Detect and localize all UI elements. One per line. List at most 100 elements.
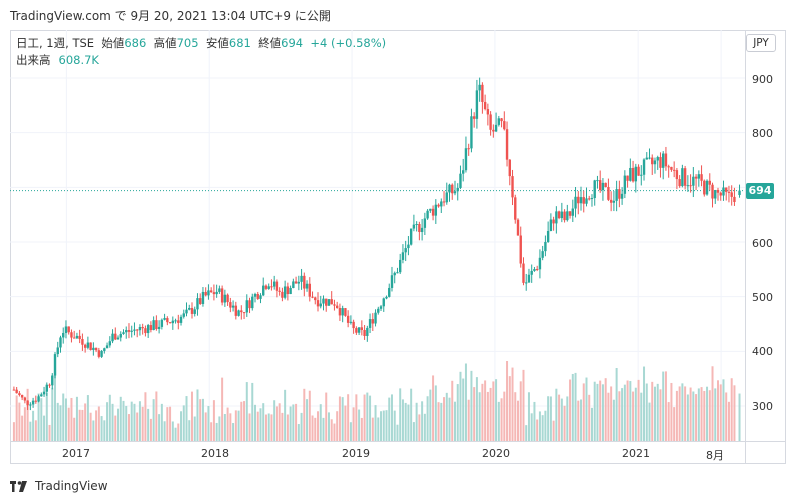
volume-bar	[18, 402, 21, 441]
candle-body	[379, 306, 383, 309]
candle-body	[662, 153, 665, 168]
open-value: 686	[124, 36, 147, 50]
volume-bar	[64, 398, 67, 441]
volume-bar	[377, 417, 380, 441]
candle-body	[552, 219, 555, 224]
volume-bar	[645, 383, 648, 441]
volume-bar	[234, 410, 237, 441]
volume-bar	[484, 380, 487, 441]
volume-bar	[664, 371, 667, 441]
volume-bar	[695, 394, 698, 441]
candle-body	[144, 328, 147, 334]
volume-bar	[122, 400, 125, 441]
candle-body	[23, 397, 27, 401]
candle-body	[738, 190, 741, 195]
candle-body	[303, 275, 306, 289]
volume-bar	[673, 407, 676, 441]
change-value: +4 (+0.58%)	[310, 36, 387, 50]
candle-body	[138, 327, 142, 331]
chart-plot-area[interactable]	[10, 30, 745, 441]
volume-bar	[295, 403, 298, 441]
candle-body	[694, 176, 698, 179]
candle-body	[508, 159, 511, 177]
volume-bar	[495, 379, 498, 441]
last-price-tag: 694	[746, 183, 774, 199]
tradingview-brand[interactable]: TradingView	[10, 479, 108, 493]
volume-bar	[188, 420, 191, 441]
volume-bar	[558, 394, 561, 441]
candle-body	[92, 347, 95, 350]
volume-bar	[147, 408, 150, 441]
volume-bar	[262, 403, 265, 441]
candle-body	[478, 84, 481, 91]
volume-bar	[349, 422, 352, 441]
symbol-legend: 日工, 1週, TSE 始値686 高値705 安値681 終値694 +4 (…	[16, 35, 386, 51]
candle-body	[289, 288, 292, 295]
volume-bar	[62, 393, 65, 441]
volume-bar	[180, 411, 183, 441]
candle-body	[560, 211, 564, 219]
candle-body	[229, 302, 232, 308]
time-tick: 2018	[201, 447, 229, 460]
volume-bar	[240, 401, 243, 441]
candle-body	[330, 299, 333, 305]
volume-bar	[185, 396, 188, 441]
candle-body	[393, 272, 396, 276]
volume-bar	[317, 411, 320, 441]
candle-body	[56, 347, 59, 355]
candle-body	[168, 322, 172, 324]
candle-body	[135, 329, 139, 331]
volume-bar	[503, 391, 506, 441]
candle-body	[294, 281, 298, 284]
candle-body	[648, 157, 651, 159]
candle-body	[566, 211, 569, 221]
volume-bar	[210, 422, 213, 441]
volume-bar	[517, 400, 520, 441]
volume-bar	[588, 394, 591, 441]
price-tick: 900	[752, 73, 773, 86]
currency-button[interactable]: JPY	[746, 34, 776, 52]
candle-body	[585, 198, 588, 204]
close-value: 694	[281, 36, 304, 50]
volume-bar	[538, 411, 541, 441]
candle-body	[119, 333, 122, 338]
volume-bar	[486, 391, 489, 441]
candle-body	[322, 298, 325, 304]
volume-bar	[374, 405, 377, 441]
candle-body	[245, 300, 248, 313]
candle-body	[157, 326, 161, 330]
candle-body	[193, 309, 196, 314]
candle-body	[83, 344, 87, 348]
candle-body	[533, 269, 536, 271]
candle-body	[681, 168, 684, 187]
volume-bar	[89, 412, 92, 441]
candle-body	[105, 345, 109, 349]
candle-body	[366, 327, 369, 336]
volume-bar	[232, 423, 235, 441]
candle-body	[37, 396, 40, 402]
candle-body	[125, 330, 128, 333]
volume-bar	[43, 415, 46, 441]
volume-bar	[585, 377, 588, 441]
candle-body	[541, 251, 544, 258]
candle-body	[308, 283, 311, 297]
volume-bar	[590, 407, 593, 441]
candle-body	[179, 316, 183, 323]
volume-bar	[54, 367, 57, 441]
volume-bar	[363, 394, 366, 441]
price-chart[interactable]	[10, 30, 745, 441]
candle-body	[355, 328, 358, 333]
candle-body	[300, 275, 303, 282]
volume-bar	[667, 402, 670, 441]
volume-bar	[237, 410, 240, 441]
volume-bar	[637, 379, 640, 441]
candle-body	[612, 200, 616, 203]
candle-body	[407, 244, 410, 249]
candle-body	[67, 326, 70, 333]
volume-bar	[716, 380, 719, 441]
volume-bar	[451, 380, 454, 441]
volume-bar	[306, 399, 309, 441]
candle-body	[697, 174, 701, 179]
candle-body	[442, 201, 446, 203]
candle-body	[377, 308, 380, 313]
